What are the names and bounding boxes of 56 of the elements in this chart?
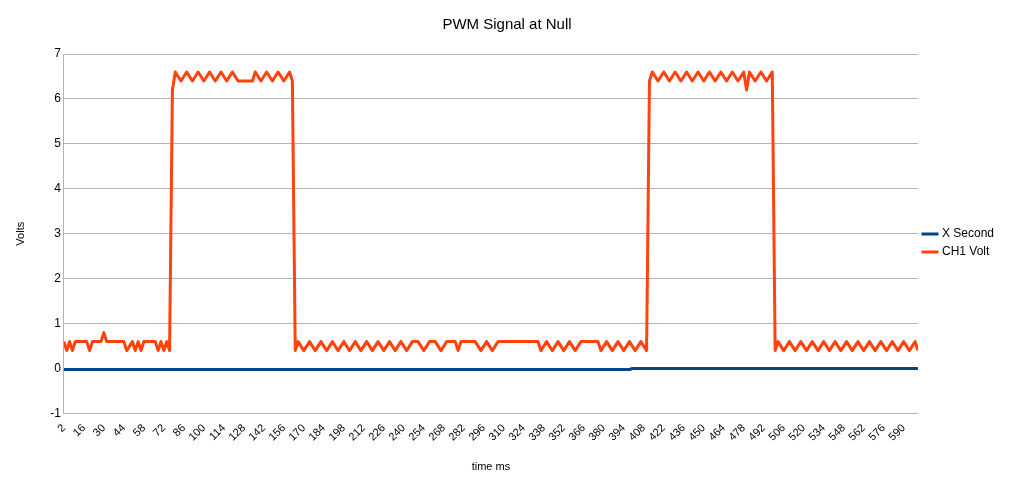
x-tick-label: 16	[70, 421, 88, 439]
x-tick-label: 366	[565, 421, 588, 443]
x-tick-label: 128	[225, 421, 248, 443]
y-tick-label: 7	[54, 46, 62, 61]
x-tick-label: 562	[845, 421, 868, 443]
x-tick-label: 44	[110, 421, 128, 439]
x-tick-label: 338	[525, 421, 548, 443]
x-axis-title: time ms	[471, 460, 511, 473]
y-tick-label: 5	[54, 136, 62, 151]
x-tick-label: 30	[90, 421, 108, 439]
y-tick-label: 3	[54, 226, 62, 241]
x-tick-label: 324	[505, 421, 528, 443]
x-tick-label: 352	[545, 421, 568, 443]
x-tick-label: 156	[265, 421, 288, 443]
x-tick-label: 506	[765, 421, 788, 443]
x-tick-label: 450	[685, 421, 708, 443]
x-tick-label: 212	[345, 421, 368, 443]
chart-title: PWM Signal at Null	[442, 15, 572, 33]
x-tick-label: 520	[785, 421, 808, 443]
x-tick-label: 142	[245, 421, 268, 443]
y-tick-label: 4	[54, 181, 62, 196]
x-tick-label: 254	[405, 421, 428, 443]
x-tick-label: 226	[365, 421, 388, 443]
x-tick-label: 380	[585, 421, 608, 443]
y-tick-label: 1	[54, 315, 62, 330]
y-tick-label: -1	[50, 405, 62, 420]
x-tick-label: 394	[605, 421, 628, 443]
x-tick-label: 58	[130, 421, 148, 439]
x-tick-label: 464	[705, 421, 728, 443]
x-tick-label: 240	[385, 421, 408, 443]
x-tick-label: 548	[825, 421, 848, 443]
x-tick-label: 436	[665, 421, 688, 443]
legend-label: CH1 Volt	[941, 244, 990, 259]
x-tick-label: 310	[485, 421, 508, 443]
x-tick-label: 534	[805, 421, 828, 443]
x-tick-label: 184	[305, 421, 328, 443]
x-tick-label: 100	[185, 421, 208, 443]
x-tick-label: 268	[425, 421, 448, 443]
x-tick-label: 114	[206, 421, 228, 443]
x-tick-label: 282	[445, 421, 468, 443]
y-tick-label: 0	[54, 360, 62, 375]
x-tick-label: 492	[745, 421, 768, 443]
x-tick-label: 170	[285, 421, 308, 443]
x-tick-label: 576	[865, 421, 888, 443]
x-tick-label: 408	[625, 421, 648, 443]
y-axis-title: Volts	[13, 221, 26, 246]
x-tick-label: 590	[885, 421, 908, 443]
legend-label: X Second	[941, 226, 995, 241]
y-tick-label: 6	[54, 91, 62, 106]
y-tick-label: 2	[54, 270, 62, 285]
x-tick-label: 296	[465, 421, 488, 443]
x-tick-label: 422	[645, 421, 668, 443]
x-tick-label: 72	[150, 421, 168, 439]
x-tick-label: 198	[325, 421, 348, 443]
x-tick-label: 86	[170, 421, 188, 439]
x-tick-label: 478	[725, 421, 748, 443]
